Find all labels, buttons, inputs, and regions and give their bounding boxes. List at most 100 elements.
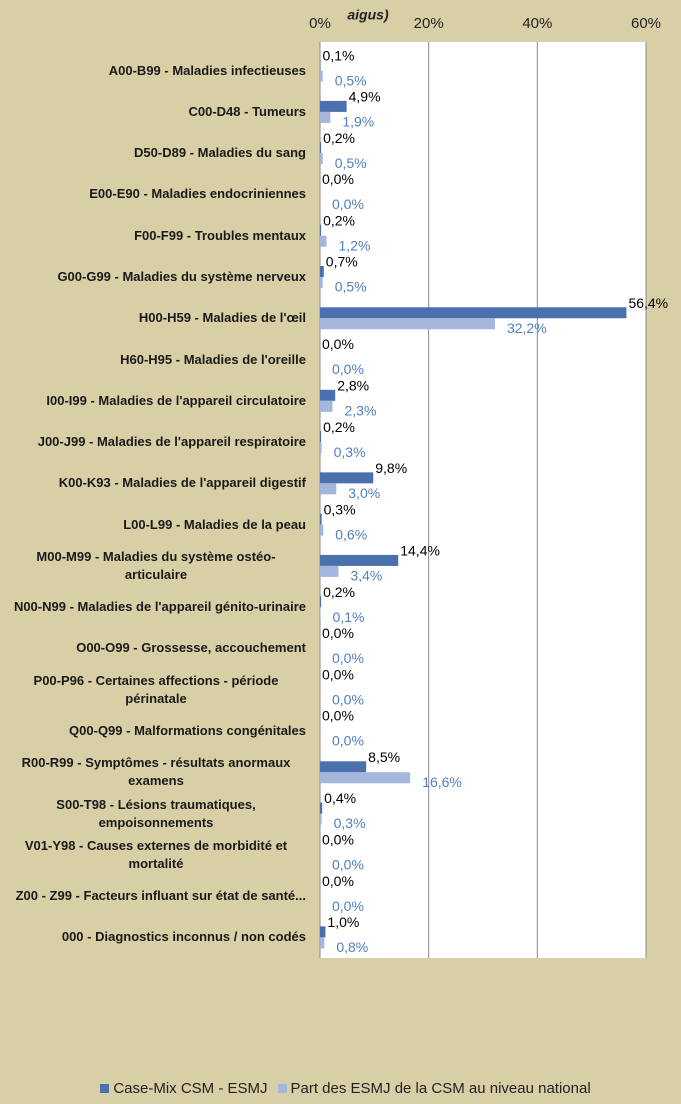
category-label: Z00 - Z99 - Facteurs influant sur état d…	[0, 875, 306, 916]
bar	[320, 926, 326, 938]
legend-swatch	[277, 1084, 287, 1093]
category-text: I00-I99 - Maladies de l'appareil circula…	[46, 392, 306, 408]
category-label: J00-J99 - Maladies de l'appareil respira…	[0, 421, 306, 462]
value-label: 14,4%	[400, 543, 440, 559]
category-label: I00-I99 - Maladies de l'appareil circula…	[0, 380, 306, 421]
category-text: S00-T98 - Lésions traumatiques, empoison…	[56, 796, 256, 830]
value-label: 0,2%	[323, 212, 355, 228]
value-label: 0,2%	[323, 130, 355, 146]
bar	[320, 813, 322, 825]
value-label: 2,3%	[344, 403, 376, 419]
category-text: Z00 - Z99 - Facteurs influant sur état d…	[15, 888, 306, 904]
value-label: 1,0%	[327, 914, 359, 930]
category-label: C00-D48 - Tumeurs	[0, 91, 306, 132]
x-tick-label: 20%	[414, 15, 444, 32]
category-text: 000 - Diagnostics inconnus / non codés	[61, 929, 306, 945]
legend-label: Part des ESMJ de la CSM au niveau nation…	[290, 1080, 591, 1097]
legend-swatch	[100, 1084, 110, 1093]
bar	[320, 565, 339, 577]
category-label: F00-F99 - Troubles mentaux	[0, 215, 306, 256]
value-label: 0,3%	[324, 501, 356, 517]
bar	[320, 472, 374, 484]
value-label: 0,0%	[322, 336, 354, 352]
category-text: Q00-Q99 - Malformations congénitales	[69, 722, 306, 738]
bar	[320, 596, 322, 608]
bar	[320, 111, 331, 123]
category-text: R00-R99 - Symptômes - résultats anormaux…	[21, 755, 291, 789]
category-text: J00-J99 - Maladies de l'appareil respira…	[37, 434, 306, 450]
value-label: 0,0%	[332, 361, 364, 377]
bar	[320, 937, 325, 949]
bar	[320, 277, 323, 288]
bar	[320, 142, 322, 154]
category-text: K00-K93 - Maladies de l'appareil digesti…	[58, 475, 306, 491]
value-label: 0,3%	[334, 815, 366, 831]
bar	[320, 802, 323, 814]
value-label: 0,2%	[323, 419, 355, 435]
bar	[320, 431, 322, 443]
bar	[320, 307, 627, 319]
chart-title: aigus)	[347, 7, 389, 23]
category-text: O00-O99 - Grossesse, accouchement	[76, 640, 306, 656]
category-label: H60-H95 - Maladies de l'oreille	[0, 339, 306, 380]
bar	[320, 224, 322, 236]
bar	[320, 400, 333, 412]
category-text: C00-D48 - Tumeurs	[188, 103, 306, 119]
plot-area	[320, 42, 646, 958]
category-text: E00-E90 - Maladies endocriniennes	[89, 186, 306, 202]
value-label: 3,4%	[350, 568, 382, 584]
value-label: 0,0%	[332, 650, 364, 666]
bar	[320, 59, 321, 71]
bar	[320, 607, 321, 619]
bar	[320, 389, 336, 401]
value-label: 2,8%	[337, 378, 369, 394]
value-label: 0,4%	[324, 790, 356, 806]
bar	[320, 513, 322, 525]
category-label: M00-M99 - Maladies du système ostéo-arti…	[0, 545, 306, 586]
category-label: D50-D89 - Maladies du sang	[0, 133, 306, 174]
value-label: 0,0%	[322, 171, 354, 187]
value-label: 0,0%	[332, 898, 364, 914]
category-label: Q00-Q99 - Malformations congénitales	[0, 710, 306, 751]
category-text: M00-M99 - Maladies du système ostéo-arti…	[36, 548, 276, 582]
bar	[320, 483, 337, 495]
category-label: 000 - Diagnostics inconnus / non codés	[0, 917, 306, 958]
bar	[320, 524, 324, 536]
bar	[320, 442, 322, 454]
category-text: D50-D89 - Maladies du sang	[134, 145, 306, 161]
bar	[320, 70, 323, 82]
bar	[320, 266, 324, 277]
category-label: H00-H59 - Maladies de l'œil	[0, 298, 306, 339]
bar	[320, 761, 367, 773]
value-label: 0,0%	[322, 708, 354, 724]
value-label: 1,9%	[342, 114, 374, 130]
legend: Case-Mix CSM - ESMJ Part des ESMJ de la C…	[0, 1080, 681, 1097]
bar	[320, 100, 347, 112]
x-tick-label: 60%	[631, 15, 661, 32]
category-text: A00-B99 - Maladies infectieuses	[108, 62, 306, 78]
category-text: V01-Y98 - Causes externes de morbidité e…	[24, 837, 288, 871]
value-label: 0,0%	[332, 857, 364, 873]
value-label: 0,7%	[326, 254, 358, 270]
value-label: 32,2%	[507, 320, 547, 336]
value-label: 4,9%	[349, 89, 381, 105]
category-text: G00-G99 - Maladies du système nerveux	[57, 268, 306, 284]
value-label: 0,0%	[322, 625, 354, 641]
value-label: 0,3%	[334, 444, 366, 460]
value-label: 0,0%	[332, 733, 364, 749]
value-label: 3,0%	[348, 485, 380, 501]
value-label: 56,4%	[628, 295, 668, 311]
category-text: P00-P96 - Certaines affections - période…	[33, 672, 279, 706]
value-label: 0,0%	[332, 691, 364, 707]
value-label: 9,8%	[375, 460, 407, 476]
category-label: E00-E90 - Maladies endocriniennes	[0, 174, 306, 215]
bar	[320, 554, 399, 566]
category-label: P00-P96 - Certaines affections - période…	[0, 669, 306, 710]
bar	[320, 235, 327, 247]
category-label: G00-G99 - Maladies du système nerveux	[0, 256, 306, 297]
x-tick-label: 40%	[522, 15, 552, 32]
value-label: 0,1%	[323, 47, 355, 63]
value-label: 0,6%	[335, 526, 367, 542]
